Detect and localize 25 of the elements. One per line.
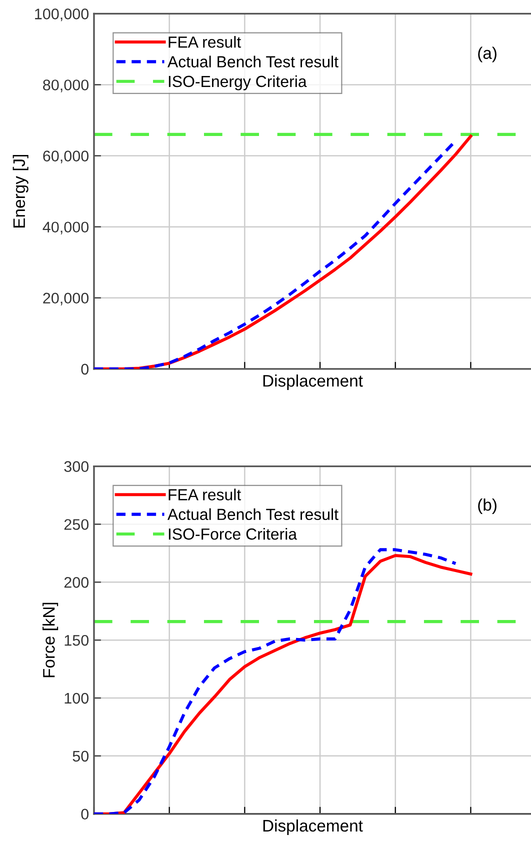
y-tick-label: 20,000 — [43, 292, 89, 306]
y-tick-label: 100,000 — [35, 8, 89, 22]
y-tick-label: 40,000 — [42, 222, 89, 234]
x-axis-title: Displacement — [263, 374, 363, 390]
y-tick-label: 150 — [64, 634, 89, 646]
y-tick-label: 0 — [81, 364, 89, 375]
legend-label: Actual Bench Test result — [167, 508, 338, 520]
legend-label: FEA result — [168, 488, 242, 500]
y-tick-label: 60,000 — [43, 150, 89, 164]
y-tick-label: 50 — [72, 750, 89, 762]
annotation: (b) — [478, 498, 496, 514]
y-axis-title: Energy [J] — [12, 154, 28, 228]
y-axis-title: Force [kN] — [42, 602, 58, 678]
y-tick-label: 0 — [81, 808, 89, 820]
y-tick-label: 80,000 — [43, 80, 89, 92]
y-tick-label: 300 — [64, 461, 89, 472]
y-tick-label: 250 — [64, 519, 89, 530]
legend-label: ISO-Energy Criteria — [168, 75, 307, 90]
y-tick-label: 100 — [64, 692, 89, 704]
legend-label: ISO-Force Criteria — [168, 528, 298, 540]
y-tick-label: 200 — [64, 577, 89, 588]
annotation: (a) — [478, 46, 496, 62]
legend-label: Actual Bench Test result — [167, 56, 338, 68]
x-axis-title: Displacement — [263, 819, 363, 835]
legend-label: FEA result — [168, 36, 242, 48]
